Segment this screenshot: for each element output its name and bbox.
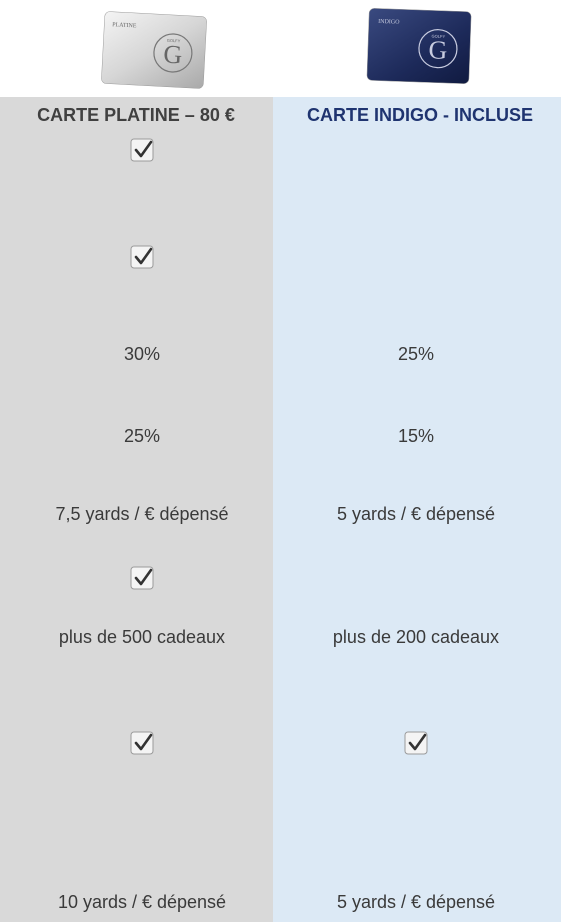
cell-text: 10 yards / € dépensé — [58, 892, 226, 912]
cell-text: 30% — [124, 344, 160, 364]
check-icon — [405, 732, 427, 754]
cell-text: 5 yards / € dépensé — [337, 892, 495, 912]
cell-text: 7,5 yards / € dépensé — [55, 504, 228, 524]
column-header: CARTE INDIGO - INCLUSE — [307, 105, 533, 125]
cell-text: plus de 200 cadeaux — [333, 627, 499, 647]
card-logo: G — [428, 35, 448, 65]
check-icon — [131, 732, 153, 754]
comparison-page: PLATINEGOLFYGINDIGOGOLFYG CARTE PLATINE … — [0, 0, 561, 922]
cell-text: 5 yards / € dépensé — [337, 504, 495, 524]
cell-text: 15% — [398, 426, 434, 446]
check-icon — [131, 246, 153, 268]
check-icon — [131, 139, 153, 161]
check-icon — [131, 567, 153, 589]
card-label: INDIGO — [378, 19, 400, 26]
card-logo: G — [163, 39, 183, 69]
cell-text: 25% — [124, 426, 160, 446]
column-header: CARTE PLATINE – 80 € — [37, 105, 235, 125]
cell-text: plus de 500 cadeaux — [59, 627, 225, 647]
cell-text: 25% — [398, 344, 434, 364]
